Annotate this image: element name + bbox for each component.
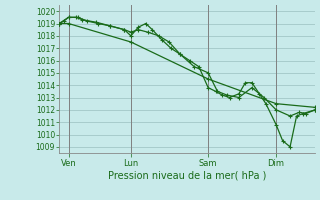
X-axis label: Pression niveau de la mer( hPa ): Pression niveau de la mer( hPa ): [108, 170, 266, 180]
